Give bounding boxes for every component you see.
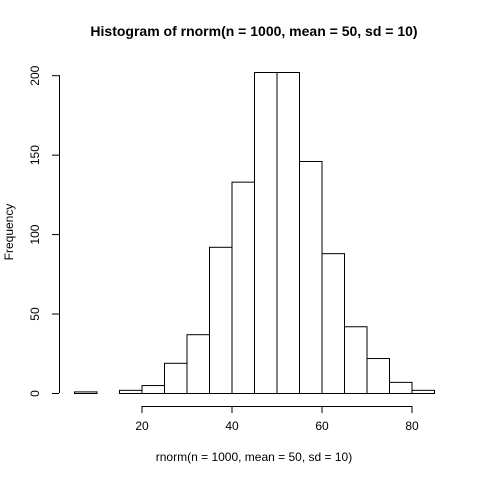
x-tick-label: 40: [225, 419, 239, 433]
x-axis: 20 40 60 80: [135, 406, 419, 433]
chart-title: Histogram of rnorm(n = 1000, mean = 50, …: [90, 23, 417, 39]
y-tick-label: 100: [28, 224, 42, 244]
histogram-bar-15: [411, 389, 435, 394]
bars-group: [74, 72, 435, 395]
histogram-bar-3: [141, 385, 165, 394]
histogram-bar-14: [389, 381, 413, 395]
y-tick-label: 200: [28, 65, 42, 85]
histogram-bar-11: [321, 253, 345, 394]
x-tick-label: 20: [135, 419, 149, 433]
histogram-bar-10: [299, 160, 323, 394]
y-axis: 0 50 100 150 200: [28, 65, 60, 397]
x-axis-label: rnorm(n = 1000, mean = 50, sd = 10): [156, 450, 352, 464]
histogram-bar-0: [74, 391, 98, 394]
histogram-bar-5: [186, 334, 210, 395]
histogram-bar-4: [164, 362, 188, 395]
y-axis-label: Frequency: [2, 204, 16, 261]
x-tick-label: 80: [405, 419, 419, 433]
y-tick-label: 150: [28, 145, 42, 165]
histogram-bar-2: [119, 389, 143, 394]
y-tick-label: 0: [28, 390, 42, 397]
histogram-bar-13: [366, 358, 390, 395]
histogram-bar-6: [209, 246, 233, 394]
histogram-bar-12: [344, 326, 368, 394]
x-tick-label: 60: [315, 419, 329, 433]
y-tick-label: 50: [28, 307, 42, 321]
histogram-bar-8: [254, 72, 278, 394]
histogram-bar-9: [276, 72, 300, 394]
histogram-bar-7: [231, 181, 255, 394]
